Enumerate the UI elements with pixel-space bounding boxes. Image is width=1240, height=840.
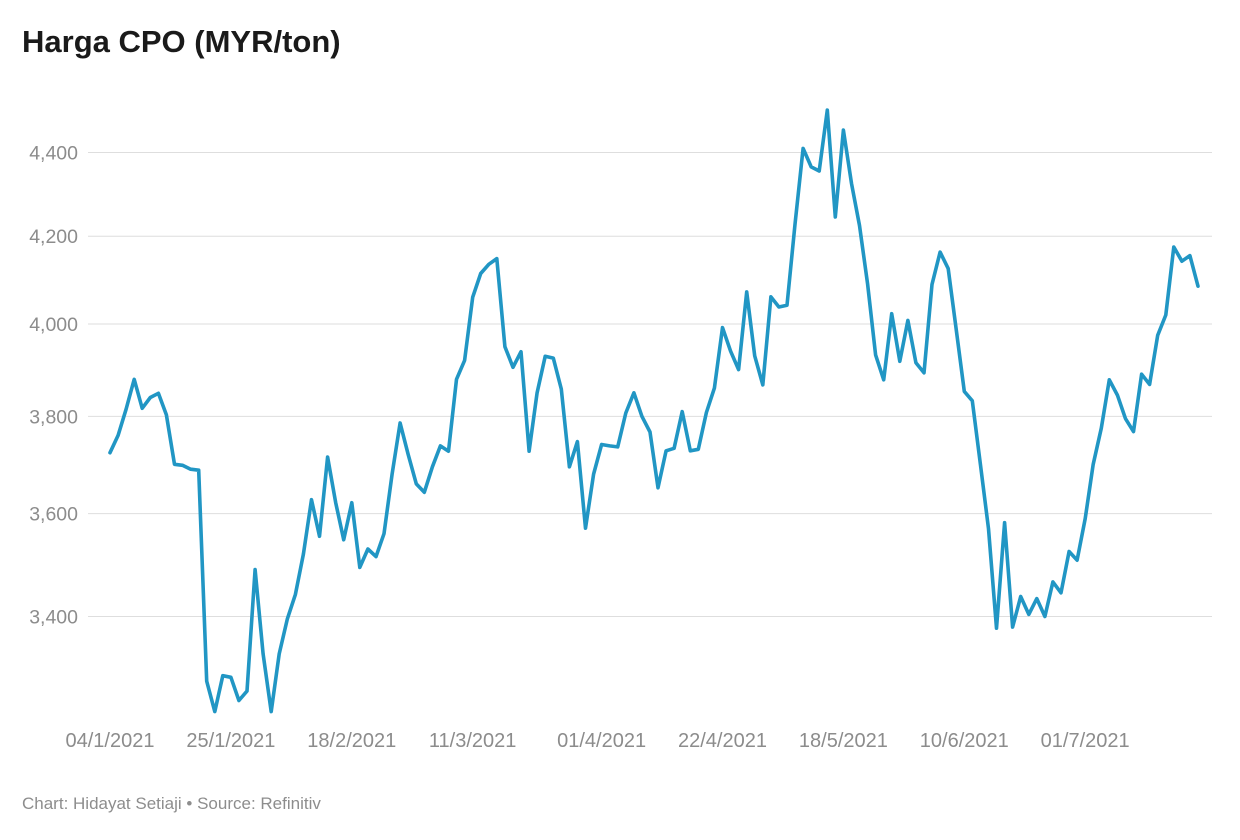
x-axis-tick-label: 18/5/2021 — [799, 730, 888, 752]
x-axis-tick-label: 04/1/2021 — [66, 730, 155, 752]
y-axis-tick-label: 4,200 — [29, 226, 78, 248]
x-axis-tick-label: 10/6/2021 — [920, 730, 1009, 752]
price-line — [108, 108, 1200, 714]
x-axis-tick-label: 11/3/2021 — [429, 730, 517, 752]
y-axis-tick-label: 3,800 — [29, 406, 78, 428]
y-axis-tick-label: 3,400 — [29, 607, 78, 629]
y-axis-tick-label: 4,400 — [29, 143, 78, 165]
x-axis-tick-label: 25/1/2021 — [186, 730, 275, 752]
chart-title: Harga CPO (MYR/ton) — [22, 24, 341, 59]
x-axis-tick-label: 01/7/2021 — [1041, 730, 1130, 752]
x-axis-tick-label: 01/4/2021 — [557, 730, 646, 752]
x-axis-tick-label: 18/2/2021 — [307, 730, 396, 752]
chart-attribution: Chart: Hidayat Setiaji • Source: Refinit… — [22, 794, 321, 813]
y-axis-tick-label: 3,600 — [29, 504, 78, 526]
x-axis-tick-label: 22/4/2021 — [678, 730, 767, 752]
y-axis-tick-label: 4,000 — [29, 314, 78, 336]
